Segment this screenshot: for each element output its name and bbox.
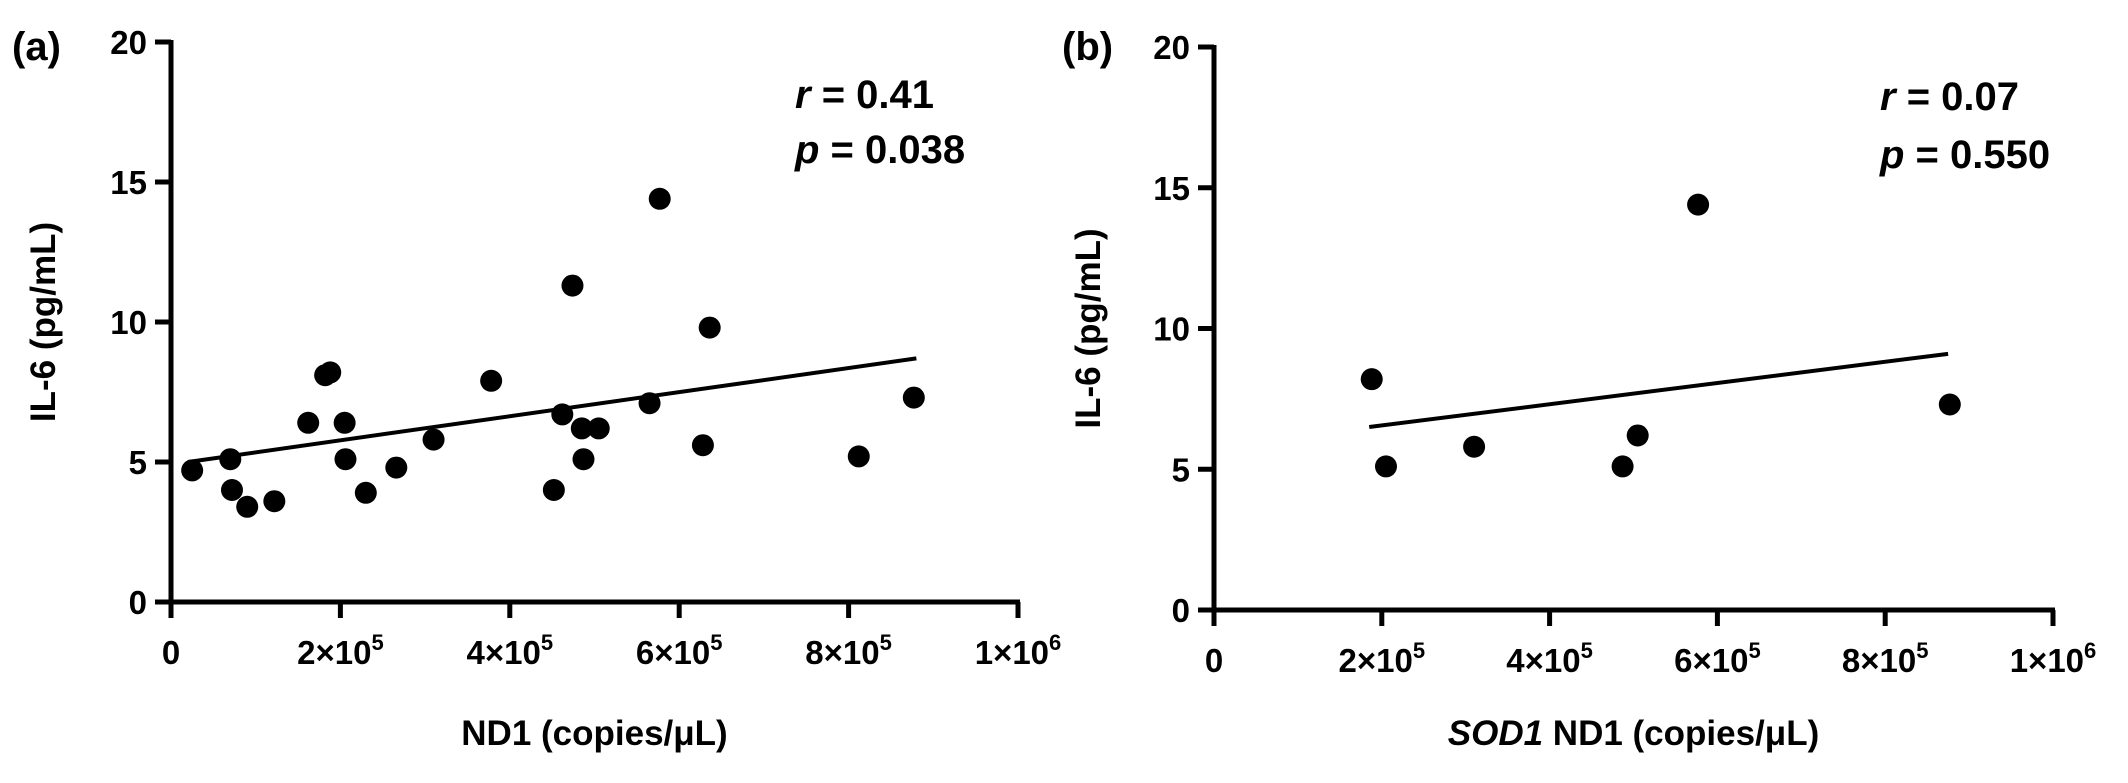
- y-tick-label: 10: [110, 304, 147, 341]
- data-point: [1463, 435, 1486, 458]
- data-point: [542, 479, 565, 501]
- data-point: [297, 411, 320, 434]
- y-tick-label: 5: [1172, 451, 1190, 488]
- x-tick-label: 0: [162, 634, 180, 671]
- data-point: [648, 187, 671, 210]
- y-tick-label: 0: [129, 584, 147, 621]
- x-axis-label: ND1 (copies/μL): [461, 714, 727, 753]
- data-point: [1611, 455, 1634, 478]
- scatter-panel-b: (b) 0 5 10 15 20 0 2×105 4×105 6×105 8×105 1×106 IL-…: [1062, 25, 2096, 753]
- data-point: [572, 448, 595, 471]
- r-statistic: r = 0.07: [1880, 75, 2019, 119]
- y-tick-label: 15: [1153, 170, 1190, 207]
- data-point: [1360, 368, 1383, 391]
- data-point: [263, 490, 286, 513]
- data-point: [480, 369, 503, 392]
- data-point: [691, 434, 714, 457]
- x-tick-label: 1×106: [2010, 638, 2097, 679]
- x-tick-label: 8×105: [805, 630, 892, 671]
- y-axis-label: IL-6 (pg/mL): [24, 222, 63, 422]
- data-point: [333, 411, 356, 434]
- x-tick-label: 2×105: [297, 630, 384, 671]
- y-tick-label: 10: [1153, 311, 1190, 348]
- data-point: [638, 392, 661, 415]
- x-tick-label: 1×106: [975, 630, 1062, 671]
- p-statistic: p = 0.550: [1879, 133, 2050, 177]
- x-tick-label: 2×105: [1339, 638, 1426, 679]
- r-statistic: r = 0.41: [795, 73, 934, 117]
- y-tick-label: 20: [1153, 29, 1190, 66]
- data-point: [236, 495, 259, 518]
- x-tick-label: 4×105: [1506, 638, 1593, 679]
- y-axis-label: IL-6 (pg/mL): [1069, 228, 1108, 428]
- y-tick-label: 0: [1172, 592, 1190, 629]
- data-point: [319, 361, 342, 384]
- panel-label: (a): [12, 25, 61, 69]
- x-tick-label: 6×105: [1674, 638, 1761, 679]
- panel-label: (b): [1062, 25, 1113, 69]
- data-point: [561, 274, 584, 297]
- data-point: [354, 481, 377, 504]
- data-point: [847, 445, 870, 468]
- y-tick-label: 20: [110, 24, 147, 61]
- y-tick-label: 15: [110, 164, 147, 201]
- x-tick-label: 0: [1205, 642, 1223, 679]
- x-tick-label: 6×105: [636, 630, 723, 671]
- p-statistic: p = 0.038: [794, 128, 965, 172]
- x-axis-label: SOD1 ND1 (copies/μL): [1448, 714, 1819, 753]
- data-point: [902, 386, 925, 409]
- data-point: [551, 403, 574, 426]
- data-point: [219, 448, 242, 471]
- data-point: [385, 456, 408, 479]
- data-point: [1938, 393, 1961, 416]
- x-tick-label: 4×105: [467, 630, 554, 671]
- scatter-panel-a: (a) 0 5 10 15 20 0 2×105 4×105 6×105 8×105 1×106 IL-…: [12, 24, 1061, 753]
- x-tick-label: 8×105: [1842, 638, 1929, 679]
- data-point: [1374, 455, 1397, 478]
- data-point: [698, 316, 721, 339]
- data-point: [422, 428, 445, 451]
- data-point: [334, 448, 357, 471]
- regression-line: [1368, 351, 1949, 430]
- data-point: [1626, 424, 1649, 447]
- data-point: [220, 479, 243, 501]
- data-point: [570, 417, 593, 440]
- data-point: [587, 417, 610, 440]
- data-point: [181, 459, 204, 482]
- y-tick-label: 5: [129, 444, 147, 481]
- data-point: [1687, 193, 1710, 216]
